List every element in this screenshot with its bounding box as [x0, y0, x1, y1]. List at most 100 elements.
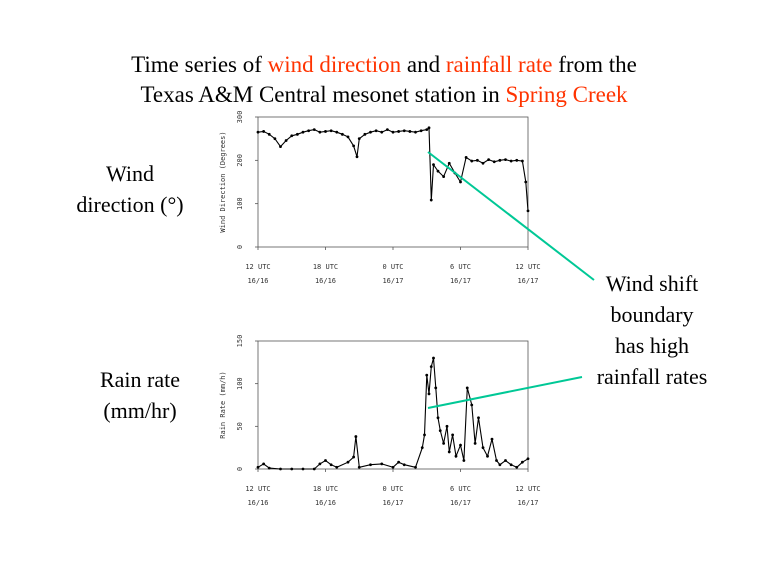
wind-data-point	[335, 130, 339, 134]
rain-data-point	[477, 416, 480, 420]
wind-data-point	[397, 130, 401, 133]
wind-data-point	[427, 126, 431, 130]
rain-data-point	[335, 465, 339, 469]
rain-data-point	[490, 437, 494, 441]
wind-data-point	[301, 130, 305, 134]
wind-data-point	[346, 135, 350, 139]
wind-y-axis-label: Wind Direction (Degrees)	[219, 131, 227, 232]
wind-data-point	[509, 159, 513, 163]
wind-data-point	[464, 156, 468, 159]
wind-data-point	[436, 169, 440, 173]
rain-data-point	[498, 463, 502, 467]
wind-data-point	[481, 161, 485, 165]
rain-y-tick-label: 0	[236, 467, 244, 471]
wind-data-point	[374, 129, 378, 133]
wind-data-point	[355, 155, 359, 159]
wind-data-point	[447, 161, 451, 165]
rain-x-tick-label: 12 UTC	[515, 485, 540, 493]
rain-data-point	[486, 454, 489, 458]
annotation-line: has high	[615, 333, 689, 358]
rain-data-point	[473, 442, 477, 445]
rain-x-tick-date: 16/17	[382, 499, 403, 507]
wind-data-point	[329, 129, 333, 133]
rain-plot-frame	[257, 340, 529, 470]
wind-x-tick-label: 12 UTC	[515, 263, 540, 271]
rain-data-point	[520, 460, 524, 464]
wind-y-tick-label: 200	[236, 154, 244, 167]
title-text: Time series of	[131, 52, 268, 77]
rain-data-point	[262, 462, 266, 466]
wind-label-line: Wind	[106, 161, 154, 186]
rain-data-point	[301, 467, 305, 471]
rain-x-tick-label: 0 UTC	[382, 485, 403, 493]
rain-data-point	[442, 442, 446, 445]
rain-data-point	[432, 356, 435, 360]
rain-label-line: Rain rate	[99, 367, 181, 392]
wind-x-tick-date: 16/17	[450, 277, 471, 285]
rain-data-point	[515, 465, 519, 469]
rain-x-tick-label: 18 UTC	[313, 485, 338, 493]
wind-data-point	[402, 129, 406, 133]
rain-data-point	[427, 392, 431, 396]
rain-data-point	[470, 403, 474, 407]
wind-x-tick-date: 16/17	[517, 277, 538, 285]
wind-direction-label: Wind direction (°)	[60, 158, 200, 220]
rain-x-tick-date: 16/16	[247, 499, 268, 507]
wind-data-point	[492, 160, 496, 164]
wind-data-point	[352, 144, 356, 148]
title-line-1: Time series of wind direction and rainfa…	[0, 50, 768, 80]
title-text: Texas A&M Central mesonet station in	[140, 82, 506, 107]
wind-data-point	[307, 129, 311, 133]
wind-data-point	[324, 130, 327, 133]
wind-x-tick-label: 6 UTC	[450, 263, 471, 271]
rain-data-point	[481, 446, 485, 450]
wind-label-line: direction (°)	[76, 192, 184, 217]
wind-data-point	[524, 180, 528, 184]
wind-data-point	[459, 180, 462, 184]
wind-data-point	[295, 132, 299, 136]
rain-x-tick-label: 6 UTC	[450, 485, 471, 493]
wind-data-point	[312, 128, 316, 132]
rain-rate-label: Rain rate (mm/hr)	[80, 364, 200, 426]
rain-data-point	[504, 459, 507, 462]
rain-data-point	[420, 446, 424, 450]
rain-data-point	[465, 386, 469, 390]
rain-data-point	[509, 463, 513, 467]
rain-data-point	[369, 463, 372, 467]
rain-data-point	[267, 466, 271, 470]
rain-x-tick-label: 12 UTC	[245, 485, 270, 493]
rain-y-axis-label: Rain Rate (mm/h)	[219, 371, 227, 438]
wind-data-point	[357, 137, 361, 141]
wind-data-point	[340, 132, 344, 136]
annotation-line: Wind shift	[605, 271, 699, 296]
wind-data-point	[520, 159, 524, 163]
wind-data-point	[262, 130, 266, 133]
rain-y-tick-label: 50	[236, 422, 244, 430]
wind-data-point	[487, 158, 491, 162]
rain-data-point	[414, 465, 417, 469]
rain-data-point	[380, 462, 384, 466]
rain-data-point	[445, 424, 449, 428]
rain-label-line: (mm/hr)	[103, 398, 177, 423]
wind-x-tick-date: 16/17	[382, 277, 403, 285]
rain-y-tick-label: 100	[236, 377, 244, 390]
title-highlight-place: Spring Creek	[505, 82, 628, 107]
title-text: from the	[552, 52, 637, 77]
rain-data-point	[438, 429, 442, 432]
rain-data-point	[290, 467, 294, 471]
wind-data-point	[408, 130, 412, 133]
wind-y-tick-label: 0	[236, 245, 244, 249]
wind-data-point	[504, 158, 507, 162]
rain-data-point	[451, 433, 455, 437]
wind-x-tick-date: 16/16	[247, 277, 268, 285]
rain-data-point	[495, 459, 498, 462]
wind-x-tick-label: 0 UTC	[382, 263, 403, 271]
rain-data-point	[256, 465, 260, 469]
rain-y-tick-label: 150	[236, 335, 244, 348]
rain-data-point	[423, 433, 426, 437]
wind-data-point	[369, 130, 372, 134]
slide-title: Time series of wind direction and rainfa…	[0, 50, 768, 110]
rainfall-arrow	[427, 376, 583, 409]
wind-plot-frame	[257, 116, 529, 248]
